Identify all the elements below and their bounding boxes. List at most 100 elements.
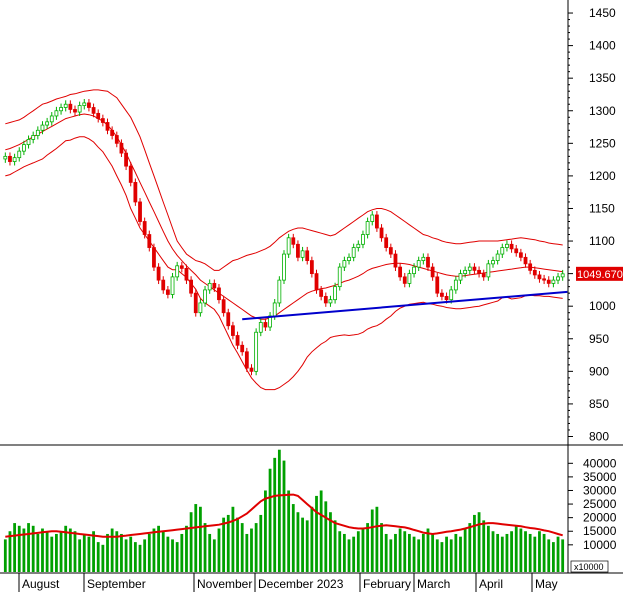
volume-bar	[110, 528, 114, 572]
candle	[170, 276, 175, 295]
volume-bar	[315, 495, 318, 572]
candle	[542, 278, 546, 281]
candle	[179, 265, 184, 269]
candle	[416, 260, 421, 268]
candle	[379, 227, 384, 239]
candle	[426, 256, 430, 268]
candle	[402, 276, 407, 284]
price-panel	[3, 89, 568, 391]
price-tick-label: 800	[589, 429, 609, 443]
volume-bar	[440, 542, 444, 572]
candle	[124, 152, 128, 167]
volume-bar	[73, 531, 77, 572]
candle	[207, 282, 212, 291]
candle	[133, 182, 138, 203]
candle	[291, 237, 296, 245]
candle	[384, 237, 389, 248]
volume-bar	[361, 528, 365, 572]
volume-bar	[3, 539, 7, 572]
volume-bar	[333, 520, 337, 572]
volume-bar	[329, 512, 332, 572]
candle	[342, 260, 347, 268]
candle	[365, 221, 370, 235]
candle	[319, 289, 324, 297]
volume-bar	[482, 520, 486, 572]
volume-bar	[394, 533, 397, 572]
volume-bar	[426, 528, 430, 572]
candle	[398, 266, 403, 278]
volume-bar	[463, 528, 467, 572]
candle	[514, 248, 519, 254]
volume-bar	[398, 528, 402, 572]
candle	[272, 302, 277, 317]
volume-bar	[147, 533, 151, 572]
candle	[3, 155, 8, 160]
candle	[546, 279, 551, 284]
candle	[235, 335, 240, 346]
bollinger-lower-band	[5, 136, 563, 391]
candle	[374, 214, 379, 229]
volume-bar	[296, 512, 300, 572]
volume-bar	[250, 528, 253, 572]
volume-bar	[17, 525, 21, 572]
volume-bar	[185, 525, 188, 572]
volume-bar	[96, 542, 100, 572]
volume-bar	[561, 539, 565, 572]
candle	[523, 256, 528, 265]
candle	[22, 144, 26, 152]
volume-bar	[68, 528, 72, 572]
candle	[481, 273, 486, 278]
volume-bar	[82, 533, 86, 572]
volume-tick-label: 35000	[583, 470, 617, 484]
volume-bar	[64, 525, 68, 572]
volume-bar	[533, 536, 537, 572]
volume-bar	[194, 504, 198, 572]
volume-bar	[445, 536, 448, 572]
volume-bar	[505, 533, 509, 572]
volume-bar	[106, 533, 109, 572]
candle	[421, 256, 426, 261]
volume-bar	[212, 539, 216, 572]
volume-bar	[13, 523, 17, 572]
candle	[258, 322, 263, 333]
candle	[449, 289, 454, 301]
candle	[138, 201, 142, 222]
candle	[231, 325, 235, 336]
volume-bar	[389, 539, 393, 572]
candle	[537, 274, 542, 280]
candle	[351, 247, 356, 258]
candle	[161, 279, 166, 291]
volume-bar	[408, 533, 411, 572]
volume-bar	[486, 525, 490, 572]
x-month-label: August	[22, 577, 60, 591]
candle	[114, 135, 119, 144]
volume-bar	[556, 536, 560, 572]
candle	[393, 253, 398, 268]
price-tick-label: 1400	[589, 39, 616, 53]
candle	[226, 312, 231, 327]
volume-bar	[180, 533, 184, 572]
candle	[305, 250, 310, 261]
candle	[142, 221, 147, 235]
candle	[463, 269, 468, 275]
price-tick-label: 1250	[589, 136, 616, 150]
volume-bar	[203, 523, 207, 572]
volume-panel	[3, 449, 565, 572]
volume-tick-label: 20000	[583, 511, 617, 525]
candle	[491, 260, 495, 265]
volume-bar	[468, 523, 472, 572]
price-tick-label: 900	[589, 364, 609, 378]
x-month-label: November	[197, 577, 252, 591]
volume-bar	[370, 509, 374, 572]
candle	[286, 237, 291, 255]
candle	[444, 296, 449, 301]
volume-bar	[384, 533, 388, 572]
candle	[193, 292, 198, 314]
candle	[54, 110, 59, 117]
volume-bar	[319, 490, 323, 572]
candle	[407, 273, 412, 284]
volume-bar	[510, 531, 513, 572]
volume-bar	[166, 536, 170, 572]
volume-bar	[347, 539, 351, 572]
support-trendline	[242, 290, 568, 321]
